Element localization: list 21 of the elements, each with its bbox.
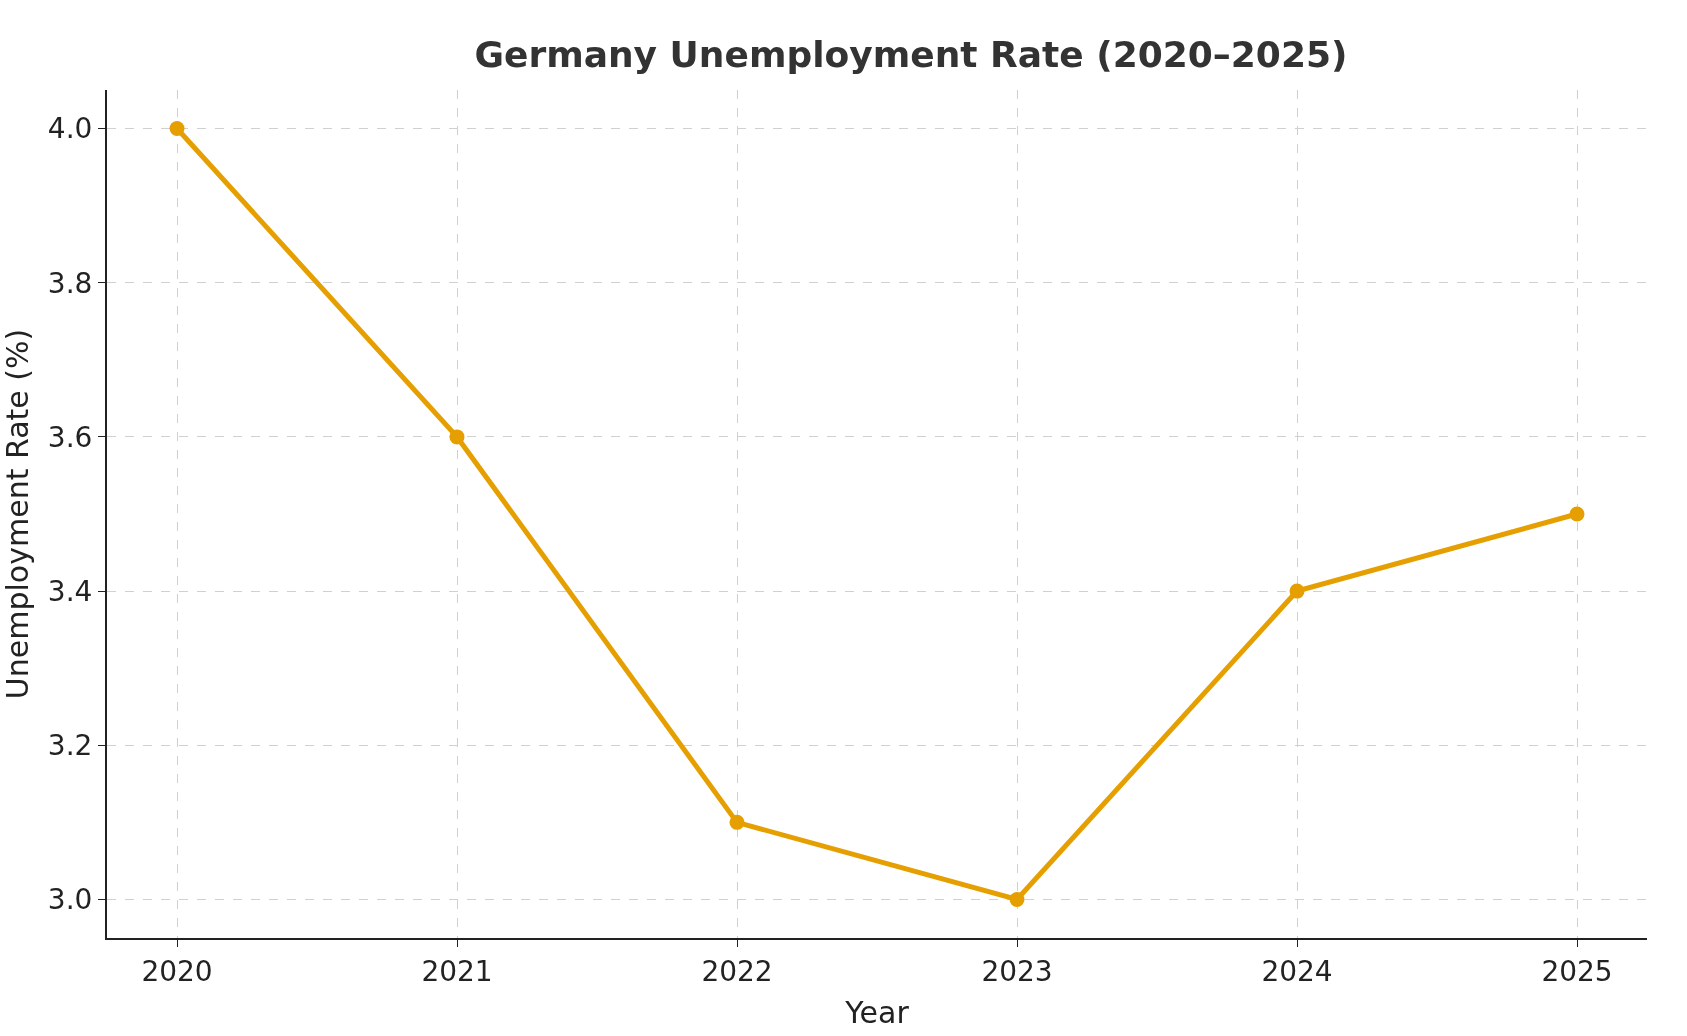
x-tick-label: 2025 xyxy=(1541,954,1613,988)
y-tick-label: 3.2 xyxy=(47,729,93,763)
y-tick-label: 3.6 xyxy=(47,420,93,454)
chart-title: Germany Unemployment Rate (2020–2025) xyxy=(474,33,1348,75)
point xyxy=(169,121,185,137)
y-axis-title: Unemployment Rate (%) xyxy=(0,328,35,700)
x-axis-title: Year xyxy=(844,994,910,1030)
point xyxy=(1289,583,1305,599)
point xyxy=(1009,891,1025,907)
x-tick-label: 2022 xyxy=(701,954,773,988)
x-tick-label: 2020 xyxy=(141,954,213,988)
x-tick-label: 2021 xyxy=(421,954,493,988)
point xyxy=(449,429,465,445)
point xyxy=(729,814,745,830)
point xyxy=(1569,506,1585,522)
y-tick-label: 3.0 xyxy=(47,883,93,917)
y-tick-label: 3.4 xyxy=(47,574,93,608)
x-tick-label: 2023 xyxy=(981,954,1053,988)
y-tick-label: 4.0 xyxy=(47,112,93,146)
x-tick-label: 2024 xyxy=(1261,954,1333,988)
y-tick-label: 3.8 xyxy=(47,266,93,300)
